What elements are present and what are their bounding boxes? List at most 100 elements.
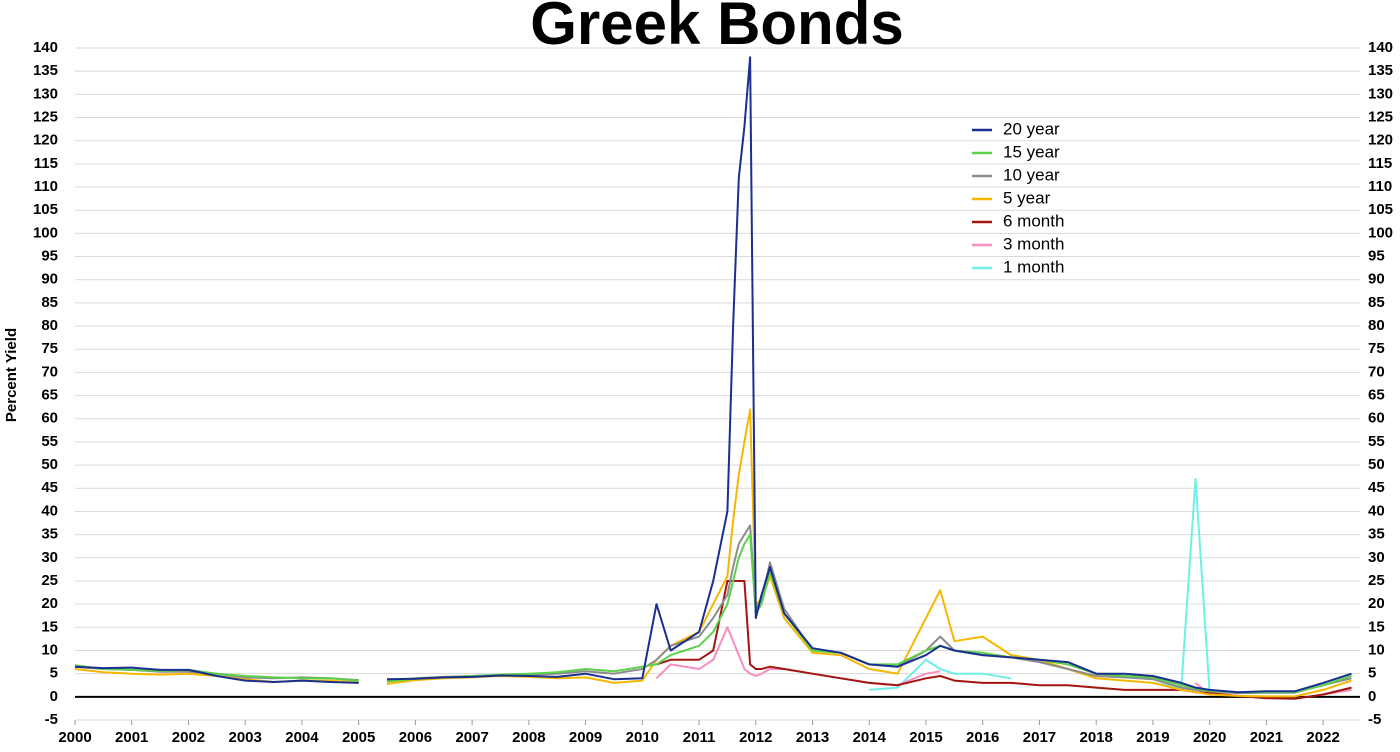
x-tick-label: 2014	[853, 729, 887, 746]
y-tick-label: 70	[41, 363, 58, 380]
series-line	[74, 665, 359, 684]
y2-tick-label: 20	[1368, 595, 1385, 612]
x-tick-label: 2017	[1023, 729, 1056, 746]
y-tick-label: 50	[41, 456, 58, 473]
y2-tick-label: 110	[1368, 178, 1392, 195]
x-tick-label: 2005	[342, 729, 375, 746]
y2-tick-label: 30	[1368, 549, 1385, 566]
y2-tick-label: 55	[1368, 433, 1385, 450]
series-line	[74, 664, 359, 682]
y2-tick-label: 35	[1368, 526, 1385, 543]
y2-tick-label: 0	[1368, 688, 1376, 705]
y2-tick-label: 25	[1368, 572, 1385, 589]
y-tick-label: 90	[41, 271, 58, 288]
y2-tick-label: 65	[1368, 387, 1385, 404]
y2-tick-label: 125	[1368, 108, 1393, 125]
y2-tick-label: 45	[1368, 479, 1385, 496]
legend-label: 15 year	[1003, 142, 1060, 161]
x-tick-label: 2004	[285, 729, 319, 746]
y2-tick-label: 70	[1368, 363, 1385, 380]
y2-tick-label: 130	[1368, 85, 1393, 102]
y-tick-label: 40	[41, 502, 58, 519]
y2-tick-label: 5	[1368, 665, 1376, 682]
y-tick-label: 80	[41, 317, 58, 334]
y-tick-label: 135	[33, 62, 58, 79]
x-tick-label: 2011	[683, 729, 716, 746]
y2-tick-label: 100	[1368, 224, 1393, 241]
y-tick-label: -5	[45, 711, 58, 728]
y2-tick-label: 90	[1368, 271, 1385, 288]
y2-tick-label: 50	[1368, 456, 1385, 473]
y-tick-label: 20	[41, 595, 58, 612]
y-tick-label: 25	[41, 572, 58, 589]
x-tick-label: 2016	[966, 729, 999, 746]
y2-tick-label: 105	[1368, 201, 1393, 218]
y-tick-label: 45	[41, 479, 58, 496]
x-tick-label: 2022	[1306, 729, 1339, 746]
x-tick-label: 2003	[229, 729, 262, 746]
chart-title: Greek Bonds	[530, 0, 903, 57]
y-tick-label: 110	[34, 178, 58, 195]
y2-tick-label: 140	[1368, 39, 1393, 56]
y-tick-label: 30	[41, 549, 58, 566]
y2-tick-label: 40	[1368, 502, 1385, 519]
y-tick-label: 0	[50, 688, 58, 705]
series-line	[386, 524, 1352, 695]
y-axis-label: Percent Yield	[3, 328, 20, 422]
y-tick-label: 125	[33, 108, 58, 125]
y2-tick-label: 10	[1368, 641, 1385, 658]
x-tick-label: 2007	[455, 729, 488, 746]
series-line	[386, 56, 1352, 694]
y-tick-label: 105	[33, 201, 58, 218]
y2-tick-label: 135	[1368, 62, 1393, 79]
y2-tick-label: -5	[1368, 711, 1381, 728]
y2-tick-label: 120	[1368, 132, 1393, 149]
y2-tick-label: 75	[1368, 340, 1385, 357]
legend-label: 1 month	[1003, 257, 1064, 276]
y-tick-label: 120	[33, 132, 58, 149]
x-tick-label: 2010	[626, 729, 659, 746]
legend-label: 6 month	[1003, 211, 1064, 230]
y-tick-label: 65	[41, 387, 58, 404]
y-tick-label: 15	[41, 618, 58, 635]
y2-tick-label: 95	[1368, 248, 1385, 265]
y-tick-label: 100	[33, 224, 58, 241]
legend-label: 20 year	[1003, 119, 1060, 138]
y2-tick-label: 115	[1368, 155, 1392, 172]
legend-label: 3 month	[1003, 234, 1064, 253]
y-tick-label: 10	[41, 641, 58, 658]
y-tick-label: 130	[33, 85, 58, 102]
x-tick-label: 2001	[115, 729, 148, 746]
x-tick-label: 2008	[512, 729, 545, 746]
x-tick-label: 2013	[796, 729, 829, 746]
lines	[74, 56, 1352, 700]
x-tick-label: 2002	[172, 729, 205, 746]
legend-label: 10 year	[1003, 165, 1060, 184]
y-tick-label: 5	[50, 665, 58, 682]
x-tick-label: 2021	[1250, 729, 1283, 746]
x-tick-label: 2019	[1136, 729, 1169, 746]
y-tick-label: 35	[41, 526, 58, 543]
series-line	[1152, 478, 1211, 695]
y-tick-label: 75	[41, 340, 58, 357]
x-tick-label: 2000	[58, 729, 91, 746]
x-tick-label: 2018	[1080, 729, 1113, 746]
y2-tick-label: 15	[1368, 618, 1385, 635]
x-tick-label: 2006	[399, 729, 432, 746]
x-tick-label: 2009	[569, 729, 602, 746]
y-tick-label: 115	[34, 155, 58, 172]
y2-tick-label: 85	[1368, 294, 1385, 311]
y2-tick-label: 60	[1368, 410, 1385, 427]
y-tick-label: 60	[41, 410, 58, 427]
y-tick-label: 85	[41, 294, 58, 311]
series-line	[869, 658, 1012, 691]
legend-label: 5 year	[1003, 188, 1051, 207]
y-tick-label: 140	[33, 39, 58, 56]
series-line	[386, 408, 1352, 698]
x-tick-label: 2020	[1193, 729, 1226, 746]
y-tick-label: 55	[41, 433, 58, 450]
x-tick-label: 2012	[739, 729, 772, 746]
